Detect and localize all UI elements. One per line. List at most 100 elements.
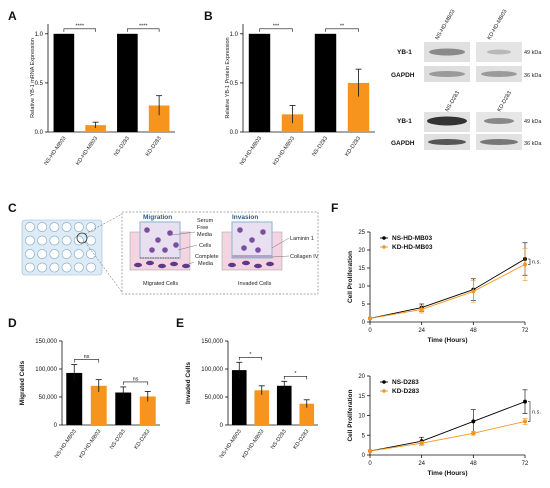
label-cells: Cells bbox=[199, 243, 211, 249]
invasion-cells bbox=[228, 227, 274, 269]
panel-letter-a: A bbox=[8, 9, 17, 23]
x-tick-label: KD-HD-MB03 bbox=[78, 429, 102, 460]
y-tick-label: 5 bbox=[362, 433, 366, 439]
ns-bracket bbox=[528, 258, 531, 265]
blot-band bbox=[429, 48, 465, 56]
chart-f1: 0 5 10 15 20 25 Cell Proliferation 0 24 48 72 Time … bbox=[347, 230, 541, 344]
y-tick-label: 10 bbox=[358, 284, 365, 290]
x-tick-label: NS-D283 bbox=[311, 136, 329, 158]
data-point bbox=[471, 431, 476, 436]
y-tick-label: 0 bbox=[362, 453, 366, 459]
pointer bbox=[171, 231, 196, 236]
bar bbox=[299, 403, 315, 425]
chart-f2: 0 5 10 15 20 Cell Proliferation 0 24 48 72 Time (H… bbox=[347, 374, 541, 477]
ns-label: n.s. bbox=[532, 410, 541, 416]
well bbox=[37, 262, 48, 273]
y-tick-label: 100,000 bbox=[35, 367, 57, 373]
well bbox=[86, 222, 96, 232]
ns-bracket bbox=[528, 401, 531, 422]
data-point bbox=[471, 419, 476, 424]
x-tick-label: 24 bbox=[418, 461, 425, 467]
data-point bbox=[368, 316, 372, 321]
x-tick-label: 48 bbox=[470, 328, 477, 334]
x-tick-label: KD-D283 bbox=[133, 429, 151, 451]
label-serum-free-2: Free bbox=[197, 225, 208, 231]
significance-bracket bbox=[122, 381, 149, 385]
y-tick-label: 25 bbox=[358, 230, 365, 236]
blot-band bbox=[429, 71, 465, 77]
y-tick-label: 0.0 bbox=[230, 130, 239, 136]
legend-marker bbox=[382, 245, 386, 249]
significance-bracket bbox=[127, 28, 160, 32]
y-axis-label: Relative YB-1 mRNA Expression bbox=[30, 38, 36, 118]
x-axis-label: Time (Hours) bbox=[428, 337, 468, 344]
x-tick-label: 24 bbox=[418, 328, 425, 334]
y-tick-label: 0 bbox=[54, 423, 58, 429]
well bbox=[73, 249, 84, 259]
blot-band bbox=[428, 139, 466, 145]
significance-label: ns bbox=[84, 354, 90, 360]
bar bbox=[115, 392, 132, 425]
well bbox=[61, 222, 72, 232]
bar bbox=[314, 33, 337, 133]
y-tick-label: 0.0 bbox=[35, 130, 44, 136]
legend-marker bbox=[382, 380, 386, 384]
significance-bracket bbox=[325, 28, 359, 32]
well-plate bbox=[21, 219, 103, 276]
well-grid bbox=[25, 222, 96, 273]
bar bbox=[85, 125, 106, 132]
y-tick-label: 15 bbox=[358, 394, 365, 400]
legend-marker bbox=[382, 389, 386, 393]
bar bbox=[254, 390, 270, 425]
blot-size-36: 36 kDa bbox=[524, 73, 542, 79]
y-tick-label: 0 bbox=[220, 423, 224, 429]
data-point bbox=[523, 419, 527, 424]
blot-row-gapdh: GAPDH bbox=[391, 72, 415, 79]
y-axis-label: Cell Proliferation bbox=[347, 389, 354, 441]
x-tick-label: NS-HD-MB03 bbox=[239, 136, 263, 167]
migrated-cell bbox=[170, 261, 178, 267]
legend-label: KD-D283 bbox=[392, 388, 419, 395]
y-tick-label: 20 bbox=[358, 374, 365, 380]
panel-letter-e: E bbox=[176, 316, 184, 330]
bar bbox=[231, 370, 247, 425]
y-axis-label: Relative YB-1 Protein Expression bbox=[225, 37, 231, 118]
well bbox=[61, 249, 72, 259]
cell bbox=[149, 247, 155, 253]
y-tick-label: 10 bbox=[358, 414, 365, 420]
blot-band bbox=[480, 139, 518, 145]
cell bbox=[144, 227, 150, 233]
y-axis-label: Migrated Cells bbox=[19, 360, 26, 405]
x-tick-label: NS-D283 bbox=[109, 429, 127, 451]
data-point bbox=[419, 307, 424, 312]
significance-bracket bbox=[238, 356, 263, 361]
y-tick-label: 50,000 bbox=[39, 395, 58, 401]
significance-label: * bbox=[294, 371, 297, 377]
blot-col-kd-d283: KD-D283 bbox=[497, 90, 514, 113]
bar bbox=[347, 82, 370, 132]
x-tick-label: 0 bbox=[368, 461, 372, 467]
well bbox=[49, 262, 60, 273]
x-tick-label: NS-D283 bbox=[113, 136, 131, 158]
panel-letter-b: B bbox=[204, 9, 213, 23]
x-tick-label: KD-HD-MB03 bbox=[272, 136, 296, 167]
x-tick-label: KD-HD-MB03 bbox=[75, 136, 99, 167]
bar bbox=[117, 33, 138, 133]
panel-letter-f: F bbox=[331, 201, 338, 215]
blot-band bbox=[427, 116, 467, 126]
panel-letter-d: D bbox=[8, 316, 17, 330]
legend-marker bbox=[382, 236, 386, 240]
well bbox=[25, 222, 35, 232]
invasion-title: Invasion bbox=[232, 214, 258, 221]
x-tick-label: KD-D283 bbox=[344, 136, 362, 158]
significance-bracket bbox=[63, 28, 96, 32]
cell bbox=[237, 227, 243, 233]
y-tick-label: 0.5 bbox=[35, 81, 44, 87]
bar bbox=[276, 385, 292, 425]
blot-row-yb1-2: YB-1 bbox=[397, 118, 412, 125]
label-invaded: Invaded Cells bbox=[238, 281, 272, 287]
well bbox=[37, 222, 48, 232]
chart-d: 0 50,000 100,000 150,000 Migrated Cells NS-HD… bbox=[19, 339, 160, 460]
well bbox=[37, 235, 48, 246]
